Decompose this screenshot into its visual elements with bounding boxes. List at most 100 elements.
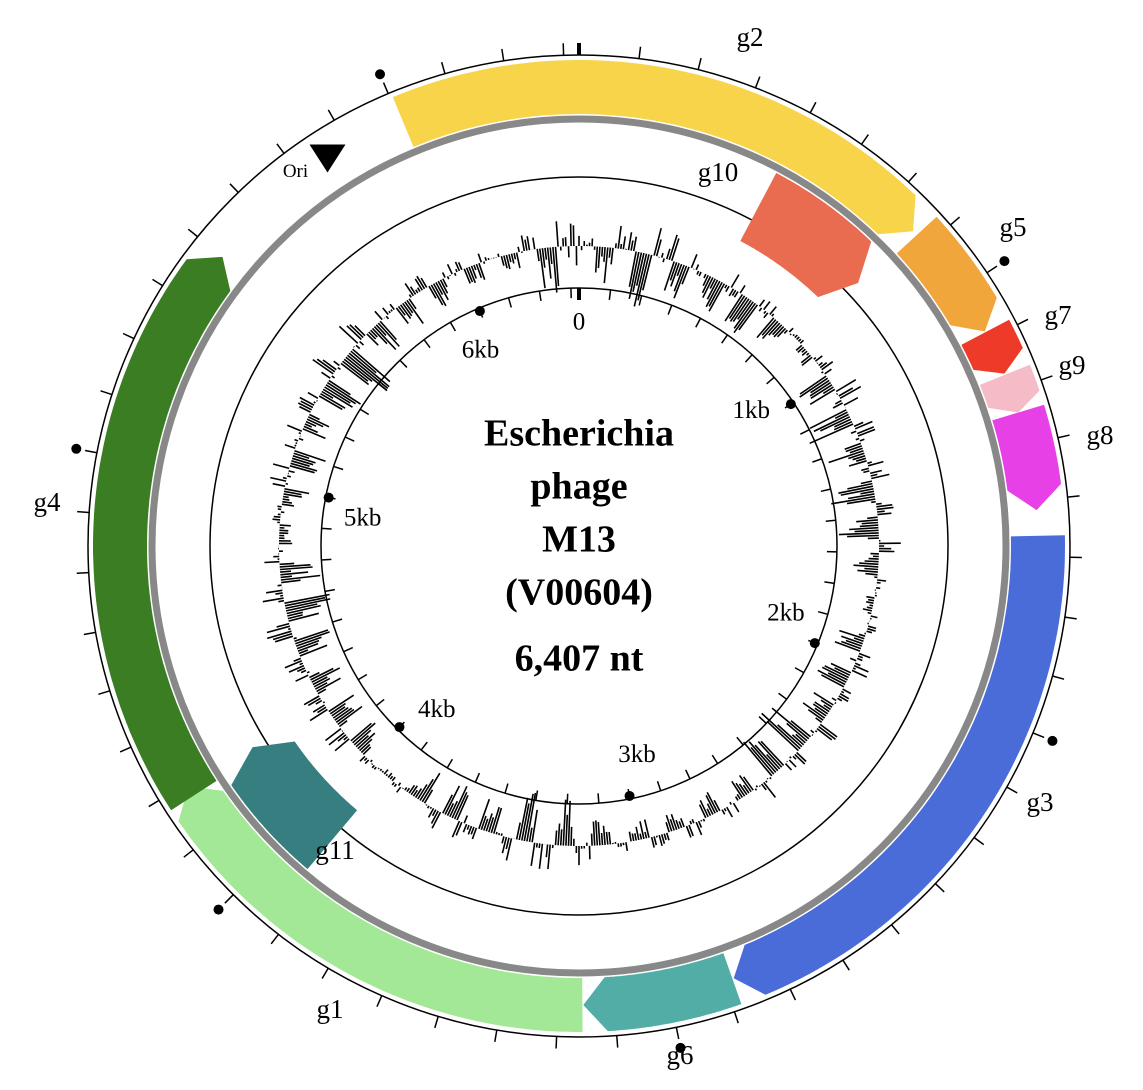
inner-minor-tick [332,618,343,623]
scale-dot [809,638,820,649]
outer-minor-tick [1016,318,1029,326]
gene-arrow [979,364,1040,413]
outer-dot [213,904,224,915]
inner-minor-tick [333,465,344,471]
outer-minor-tick [119,746,132,753]
inner-minor-tick [695,318,702,328]
outer-dot [675,1042,686,1053]
gene-label: g5 [1000,212,1027,242]
inner-minor-tick [766,376,775,385]
gene-label: g7 [1045,300,1072,330]
outer-minor-tick [440,61,446,74]
inner-minor-tick [504,783,509,794]
outer-minor-tick [321,967,329,979]
outer-minor-tick [148,799,160,808]
gene-arrow [896,216,997,332]
inner-minor-tick [794,667,805,674]
origin-marker [309,144,346,173]
title-line: Escherichia [484,413,674,455]
inner-minor-tick [800,429,810,435]
outer-minor-tick [382,82,389,94]
inner-minor-tick [535,790,539,801]
outer-minor-tick [1064,616,1077,620]
title-line: (V00604) [505,572,653,614]
inner-minor-tick [721,334,729,344]
inner-minor-tick [423,339,431,349]
outer-minor-tick [986,265,998,274]
outer-minor-tick [77,510,90,514]
inner-minor-tick [474,772,481,783]
inner-minor-tick [824,581,835,585]
scale-dot [474,306,485,317]
outer-minor-tick [1006,786,1018,794]
middle-circle [209,176,949,916]
label-layer: g2 g10 g5 g7 g9 g8 g3 g6 g1 g11 g4 Ori [34,22,1114,1070]
inner-minor-tick [538,290,542,302]
gene-label: g2 [737,22,764,52]
outer-minor-tick [733,1011,739,1024]
scale-label: 2kb [767,599,805,626]
gray-ring [148,115,1010,977]
outer-minor-tick [1032,732,1045,739]
length-label: 6,407 nt [515,638,644,680]
scale-dot [323,492,334,503]
inner-minor-tick [817,610,828,616]
inner-minor-tick [744,354,753,363]
outer-minor-tick [934,883,945,893]
outer-minor-tick [85,449,98,454]
outer-minor-tick [860,134,869,145]
scale-dot [394,722,405,733]
outer-minor-tick [187,228,199,238]
outer-minor-tick [675,1027,680,1040]
inner-minor-tick [357,673,368,681]
gc-skew [262,221,901,870]
outer-minor-tick [754,76,761,89]
gene-label: g4 [34,487,62,517]
outer-minor-tick [638,46,642,59]
inner-minor-tick [608,289,612,300]
gene-label: g11 [315,835,355,865]
gene-label: g6 [667,1040,694,1070]
scale-label: 1kb [732,397,770,424]
gene-arrow [992,404,1061,511]
outer-minor-tick [1067,495,1080,498]
scale-label: 6kb [462,336,500,363]
outer-minor-tick [809,101,817,114]
inner-minor-tick [736,736,744,746]
outer-minor-tick [1040,375,1053,381]
inner-minor-tick [685,769,691,780]
inner-minor-tick [449,321,457,332]
inner-minor-tick [711,754,719,764]
inner-minor-tick [820,488,831,493]
outer-minor-tick [100,390,113,396]
inner-minor-tick [420,741,428,751]
outer-dot [999,256,1010,267]
outer-minor-tick [76,571,89,574]
inner-minor-tick [667,304,673,315]
inner-minor-tick [343,646,354,653]
inner-minor-tick [778,692,788,700]
inner-minor-tick [321,527,332,530]
scale-dot [624,790,635,801]
outer-minor-tick [949,216,961,226]
outer-minor-tick [494,1029,498,1043]
inner-minor-tick [812,458,823,463]
outer-minor-tick [1057,434,1070,439]
gene-arrow [93,256,231,811]
inner-minor-tick [378,382,387,391]
outer-minor-tick [789,988,797,1001]
gene-layer [93,60,1065,1032]
outer-dot [375,69,386,80]
outer-minor-tick [434,1016,439,1029]
outer-minor-tick [501,48,505,61]
inner-minor-tick [324,588,335,593]
outer-minor-tick [890,924,900,935]
skew-bars [262,221,901,870]
inner-minor-tick [758,716,767,724]
scale-dot [785,399,796,410]
inner-minor-tick [656,781,662,791]
tick-layer: 0 1kb 2kb 3kb 4kb 5kb 6kb [71,43,1082,1053]
scale-label: 4kb [418,696,456,723]
